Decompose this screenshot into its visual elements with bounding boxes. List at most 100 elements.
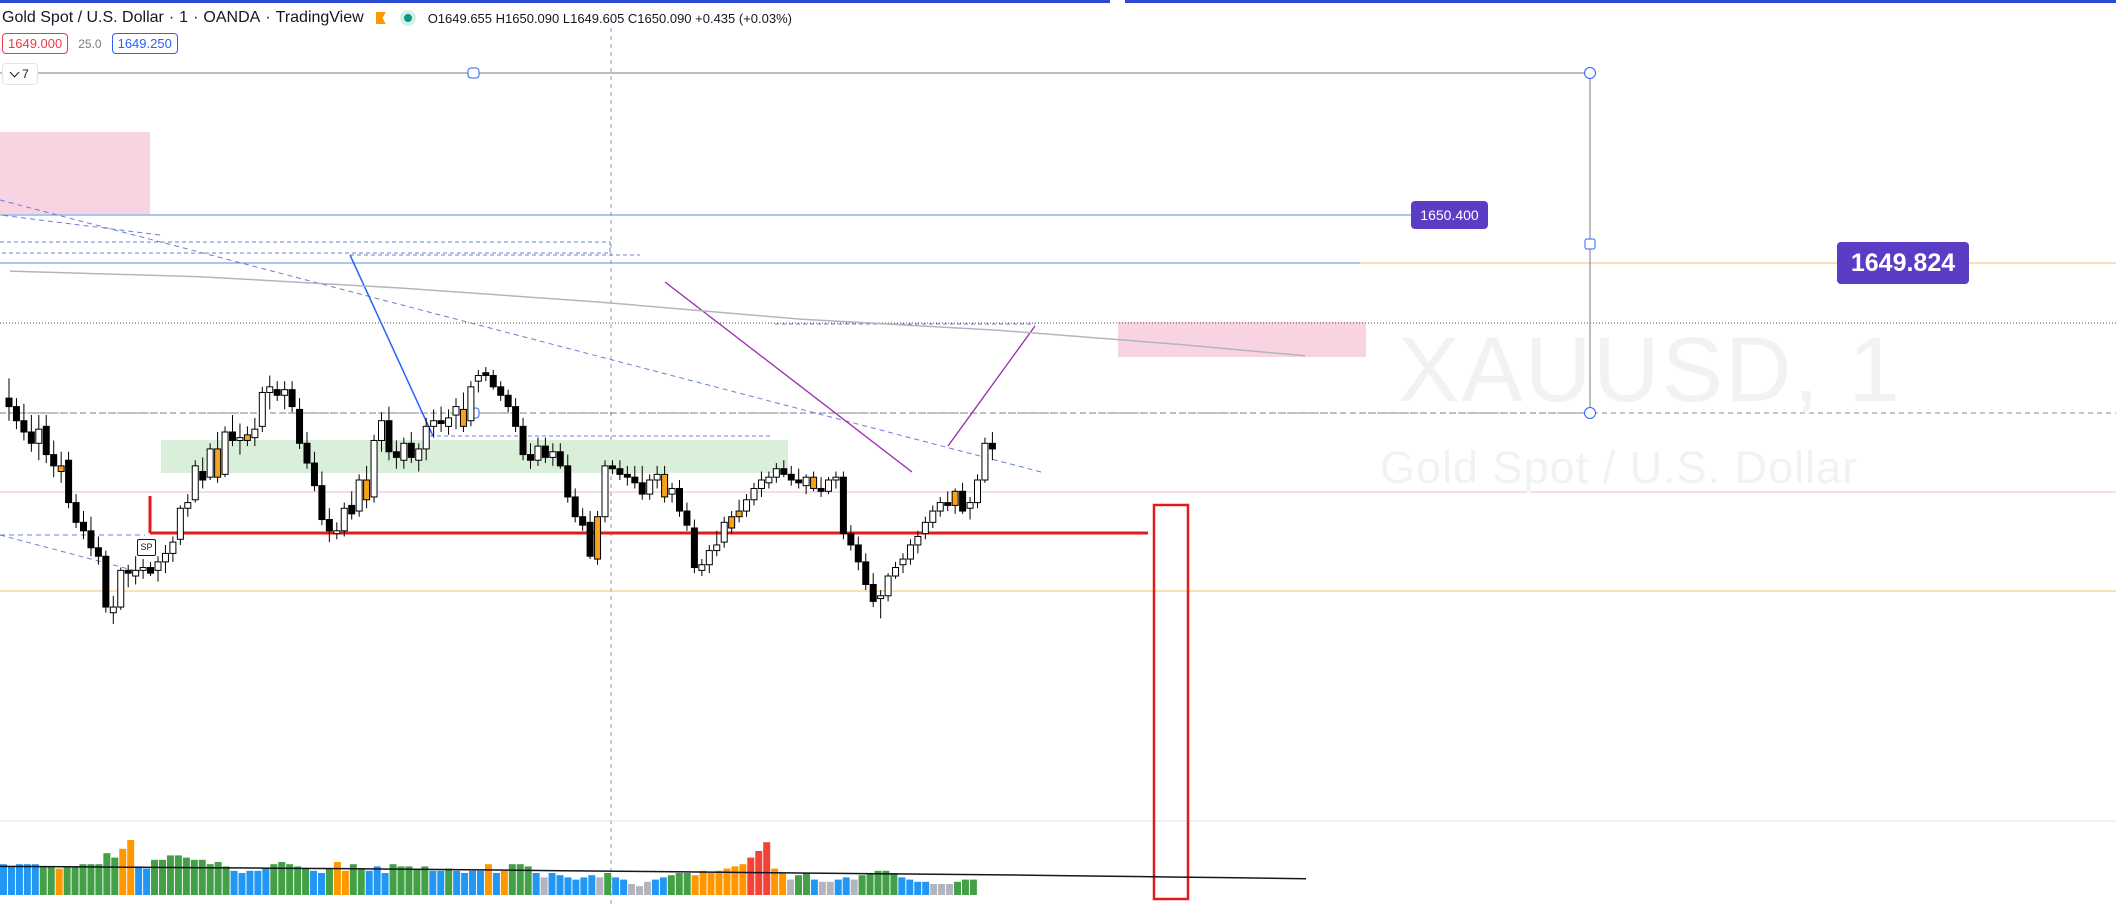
candle [974,479,981,504]
candle [348,504,356,515]
volume-bar [659,877,667,895]
candle [966,502,974,509]
handle-top-left[interactable] [467,67,480,79]
volume-bar [779,873,787,895]
candle [839,476,847,535]
candle [564,465,572,498]
volume-bar [405,866,413,895]
candle [527,454,534,461]
volume-bar [286,864,294,895]
handle-bottom-right[interactable] [1584,407,1596,419]
quote-buttons: 1649.000 25.0 1649.250 [2,33,178,54]
volume-bar [636,886,643,895]
candle [281,389,289,396]
flag-icon[interactable] [375,12,386,24]
volume-bar [540,877,548,895]
purple-line-2 [947,325,1036,447]
candle [124,569,132,574]
candle [921,521,929,535]
volume-bar [214,862,222,895]
volume-bar [238,873,246,895]
volume-bar [119,848,127,895]
candle [318,485,326,521]
volume-bar [500,870,508,895]
candle [765,476,773,484]
candle [20,420,28,433]
volume-bar [898,877,906,895]
candle [802,476,810,487]
candle [698,564,706,571]
candle [117,569,125,608]
candle [147,567,155,574]
candle [623,473,631,478]
candle [884,575,892,597]
indicators-toggle[interactable]: 7 [2,63,38,85]
candle [169,541,177,554]
volume-bar [651,879,659,895]
candle [608,465,616,470]
volume-bar [874,870,882,895]
candle [467,386,475,422]
level-price-label[interactable]: 1650.400 [1411,201,1488,229]
candle [42,425,50,456]
volume-bar [278,862,286,895]
candle [988,442,996,450]
volume-bar [580,877,588,895]
candle [690,527,698,569]
separator: · [168,9,175,26]
volume-bar [55,868,63,895]
candle [5,397,13,408]
volume-bar [143,868,151,895]
volume-bar [87,864,95,895]
interval[interactable]: 1 [179,9,189,26]
broker: OANDA [203,9,261,26]
candle [199,471,207,481]
volume-bar [294,866,302,895]
volume-bar [389,864,397,895]
symbol-name[interactable]: Gold Spot / U.S. Dollar [2,9,164,26]
candle [854,544,862,563]
volume-bar [15,864,23,895]
volume-bar [79,864,87,895]
volume-bar [667,875,675,895]
handle-top-right[interactable] [1584,67,1596,79]
volume-bar [596,877,604,895]
volume-bar [946,884,954,895]
candle [743,499,751,512]
volume-bar [524,866,532,895]
volume-bar [302,868,310,895]
volume-bar [325,868,333,895]
sell-button[interactable]: 1649.000 [2,33,69,54]
volume-bar [151,859,159,895]
candle [504,394,512,408]
blue-impulse-line [349,254,434,437]
volume-bar [795,875,802,895]
dashed-trendline-1 [0,199,1046,474]
volume-bar [357,868,365,895]
separator: · [193,9,199,26]
symbol-header[interactable]: Gold Spot / U.S. Dollar · 1 · OANDA · Tr… [2,8,792,28]
volume-bar [135,866,143,895]
candle [735,510,743,518]
candle [109,606,117,614]
volume-bar [707,873,715,895]
volume-bar [373,866,381,895]
volume-bar [731,866,739,895]
handle-middle-right[interactable] [1584,238,1596,250]
volume-bar [381,873,389,895]
volume-bar [961,879,969,895]
sp-marker[interactable]: SP [137,539,156,556]
candle [586,521,594,557]
buy-button[interactable]: 1649.250 [111,33,178,54]
volume-bar [453,870,461,895]
volume-bar [349,864,357,895]
volume-bar [914,881,922,895]
candle [288,389,296,408]
candle [489,375,497,388]
candle [869,583,877,602]
volume-bar [930,884,938,895]
volume-bar [492,873,500,895]
candle [355,479,363,512]
volume-bar [262,868,270,895]
